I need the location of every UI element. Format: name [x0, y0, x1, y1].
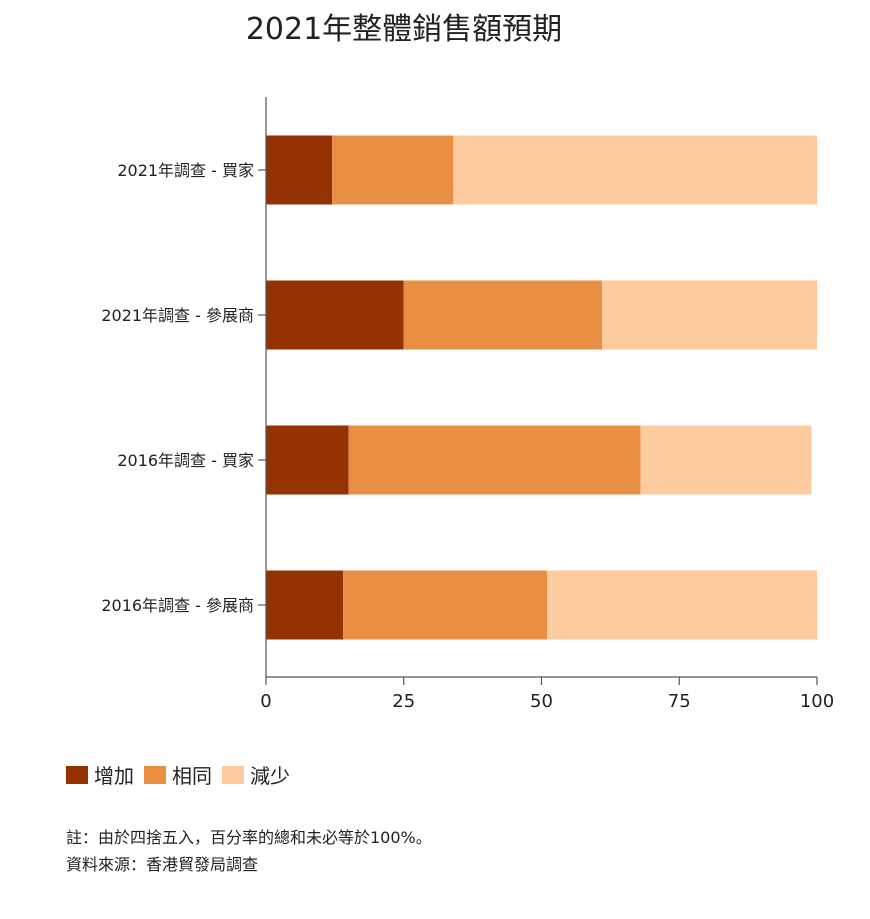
bar-segment-same	[403, 280, 603, 350]
stacked-bar-chart: 2021年調查 - 買家 2021年調查 - 參展商 2016年調查 - 買家 201…	[101, 97, 834, 712]
legend-label-decrease: 減少	[250, 764, 290, 788]
x-tick-label: 50	[530, 691, 553, 712]
bar-segment-decrease	[602, 280, 817, 350]
source-note: 資料來源：香港貿發局調查	[66, 855, 259, 874]
legend-swatch-decrease	[222, 765, 244, 784]
y-tick-label: 2021年調查 - 買家	[117, 161, 254, 180]
chart-title: 2021年整體銷售額預期	[245, 12, 563, 47]
bar-segment-same	[348, 425, 641, 495]
bar-segment-same	[332, 135, 454, 205]
legend-swatch-same	[144, 765, 166, 784]
bar-segment-same	[343, 570, 548, 640]
x-tick-label: 75	[668, 691, 691, 712]
rounding-note: 註：由於四捨五入，百分率的總和未必等於100%。	[66, 828, 432, 847]
legend-item-increase: 增加	[66, 760, 134, 789]
chart-notes: 註：由於四捨五入，百分率的總和未必等於100%。 資料來源：香港貿發局調查	[66, 824, 432, 878]
x-tick-label: 100	[800, 691, 834, 712]
bar-segment-decrease	[453, 135, 817, 205]
x-tick-label: 25	[392, 691, 415, 712]
bar-segment-increase	[266, 425, 349, 495]
legend-item-decrease: 減少	[222, 760, 290, 789]
y-tick-label: 2021年調查 - 參展商	[101, 306, 254, 325]
legend-label-same: 相同	[172, 764, 212, 788]
bar-segment-increase	[266, 280, 404, 350]
chart-legend: 增加 相同 減少	[66, 760, 300, 789]
bar-segment-decrease	[640, 425, 812, 495]
legend-item-same: 相同	[144, 760, 212, 789]
bar-segment-decrease	[547, 570, 817, 640]
legend-label-increase: 增加	[94, 764, 134, 788]
bar-segment-increase	[266, 570, 344, 640]
y-tick-label: 2016年調查 - 買家	[117, 451, 254, 470]
legend-swatch-increase	[66, 765, 88, 784]
bar-segment-increase	[266, 135, 333, 205]
x-tick-label: 0	[260, 691, 271, 712]
y-tick-label: 2016年調查 - 參展商	[101, 596, 254, 615]
